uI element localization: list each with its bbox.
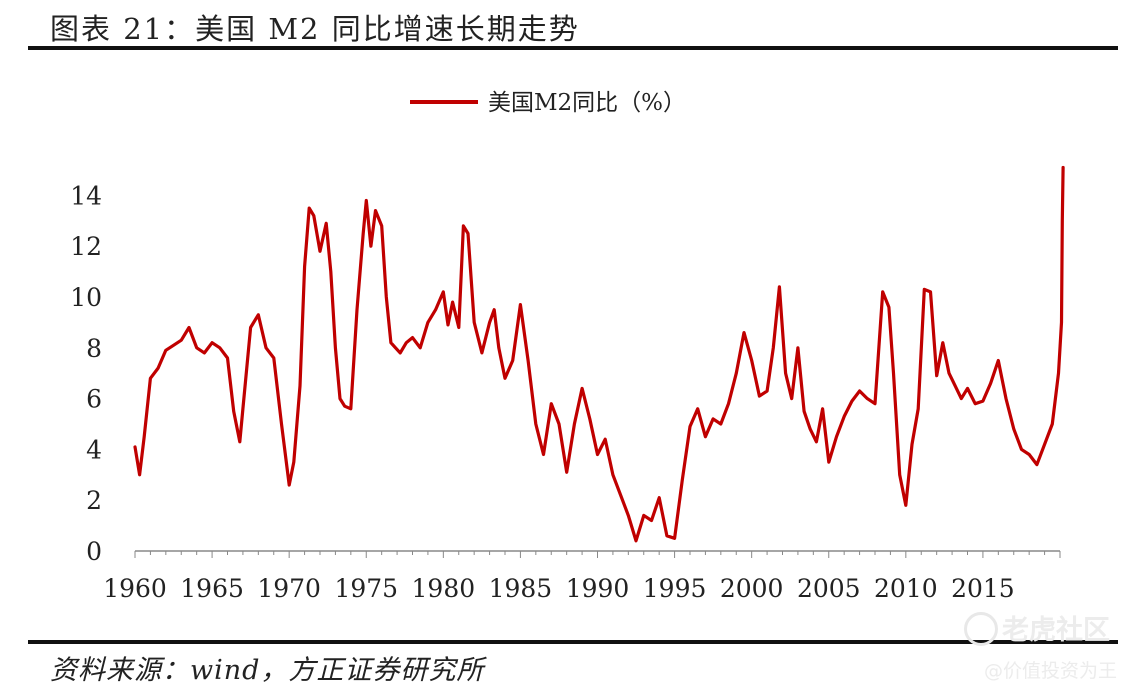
watermark-logo-icon	[964, 612, 998, 646]
x-tick-label-2000: 2000	[720, 574, 784, 603]
figure-title: 图表 21：美国 M2 同比增速长期走势	[50, 12, 580, 46]
x-tick-label-1970: 1970	[257, 574, 321, 603]
y-tick-label-4: 4	[86, 435, 102, 464]
x-tick-label-2015: 2015	[951, 574, 1015, 603]
y-tick-label-2: 2	[86, 486, 102, 515]
x-tick-label-2010: 2010	[874, 574, 938, 603]
series-line-0	[133, 165, 1065, 543]
x-tick-label-1960: 1960	[103, 574, 167, 603]
source-note: 资料来源：wind，方正证券研究所	[50, 655, 485, 686]
top-rule	[28, 46, 1118, 50]
x-tick-label-1990: 1990	[566, 574, 630, 603]
y-tick-label-12: 12	[70, 232, 102, 261]
legend-label: 美国M2同比（%）	[488, 90, 686, 116]
y-tick-label-14: 14	[70, 181, 102, 210]
legend: 美国M2同比（%）	[410, 90, 686, 116]
y-tick-label-8: 8	[86, 334, 102, 363]
x-tick-label-1985: 1985	[489, 574, 553, 603]
x-tick-label-1965: 1965	[180, 574, 244, 603]
x-tick-label-1980: 1980	[412, 574, 476, 603]
y-tick-label-0: 0	[86, 537, 102, 566]
plot-area	[133, 165, 1065, 543]
watermark-handle: @价值投资为王	[984, 660, 1118, 682]
y-tick-label-6: 6	[86, 385, 102, 414]
x-tick-label-1975: 1975	[334, 574, 398, 603]
watermark-brand: 老虎社区	[1002, 615, 1110, 646]
axes: 1960 1965 1970 1975 1980 1985 1990 1995 2000 2005…	[70, 181, 1061, 603]
x-tick-label-1995: 1995	[643, 574, 707, 603]
x-tick-label-2005: 2005	[797, 574, 861, 603]
bottom-rule	[28, 640, 1118, 644]
y-tick-label-10: 10	[70, 283, 102, 312]
